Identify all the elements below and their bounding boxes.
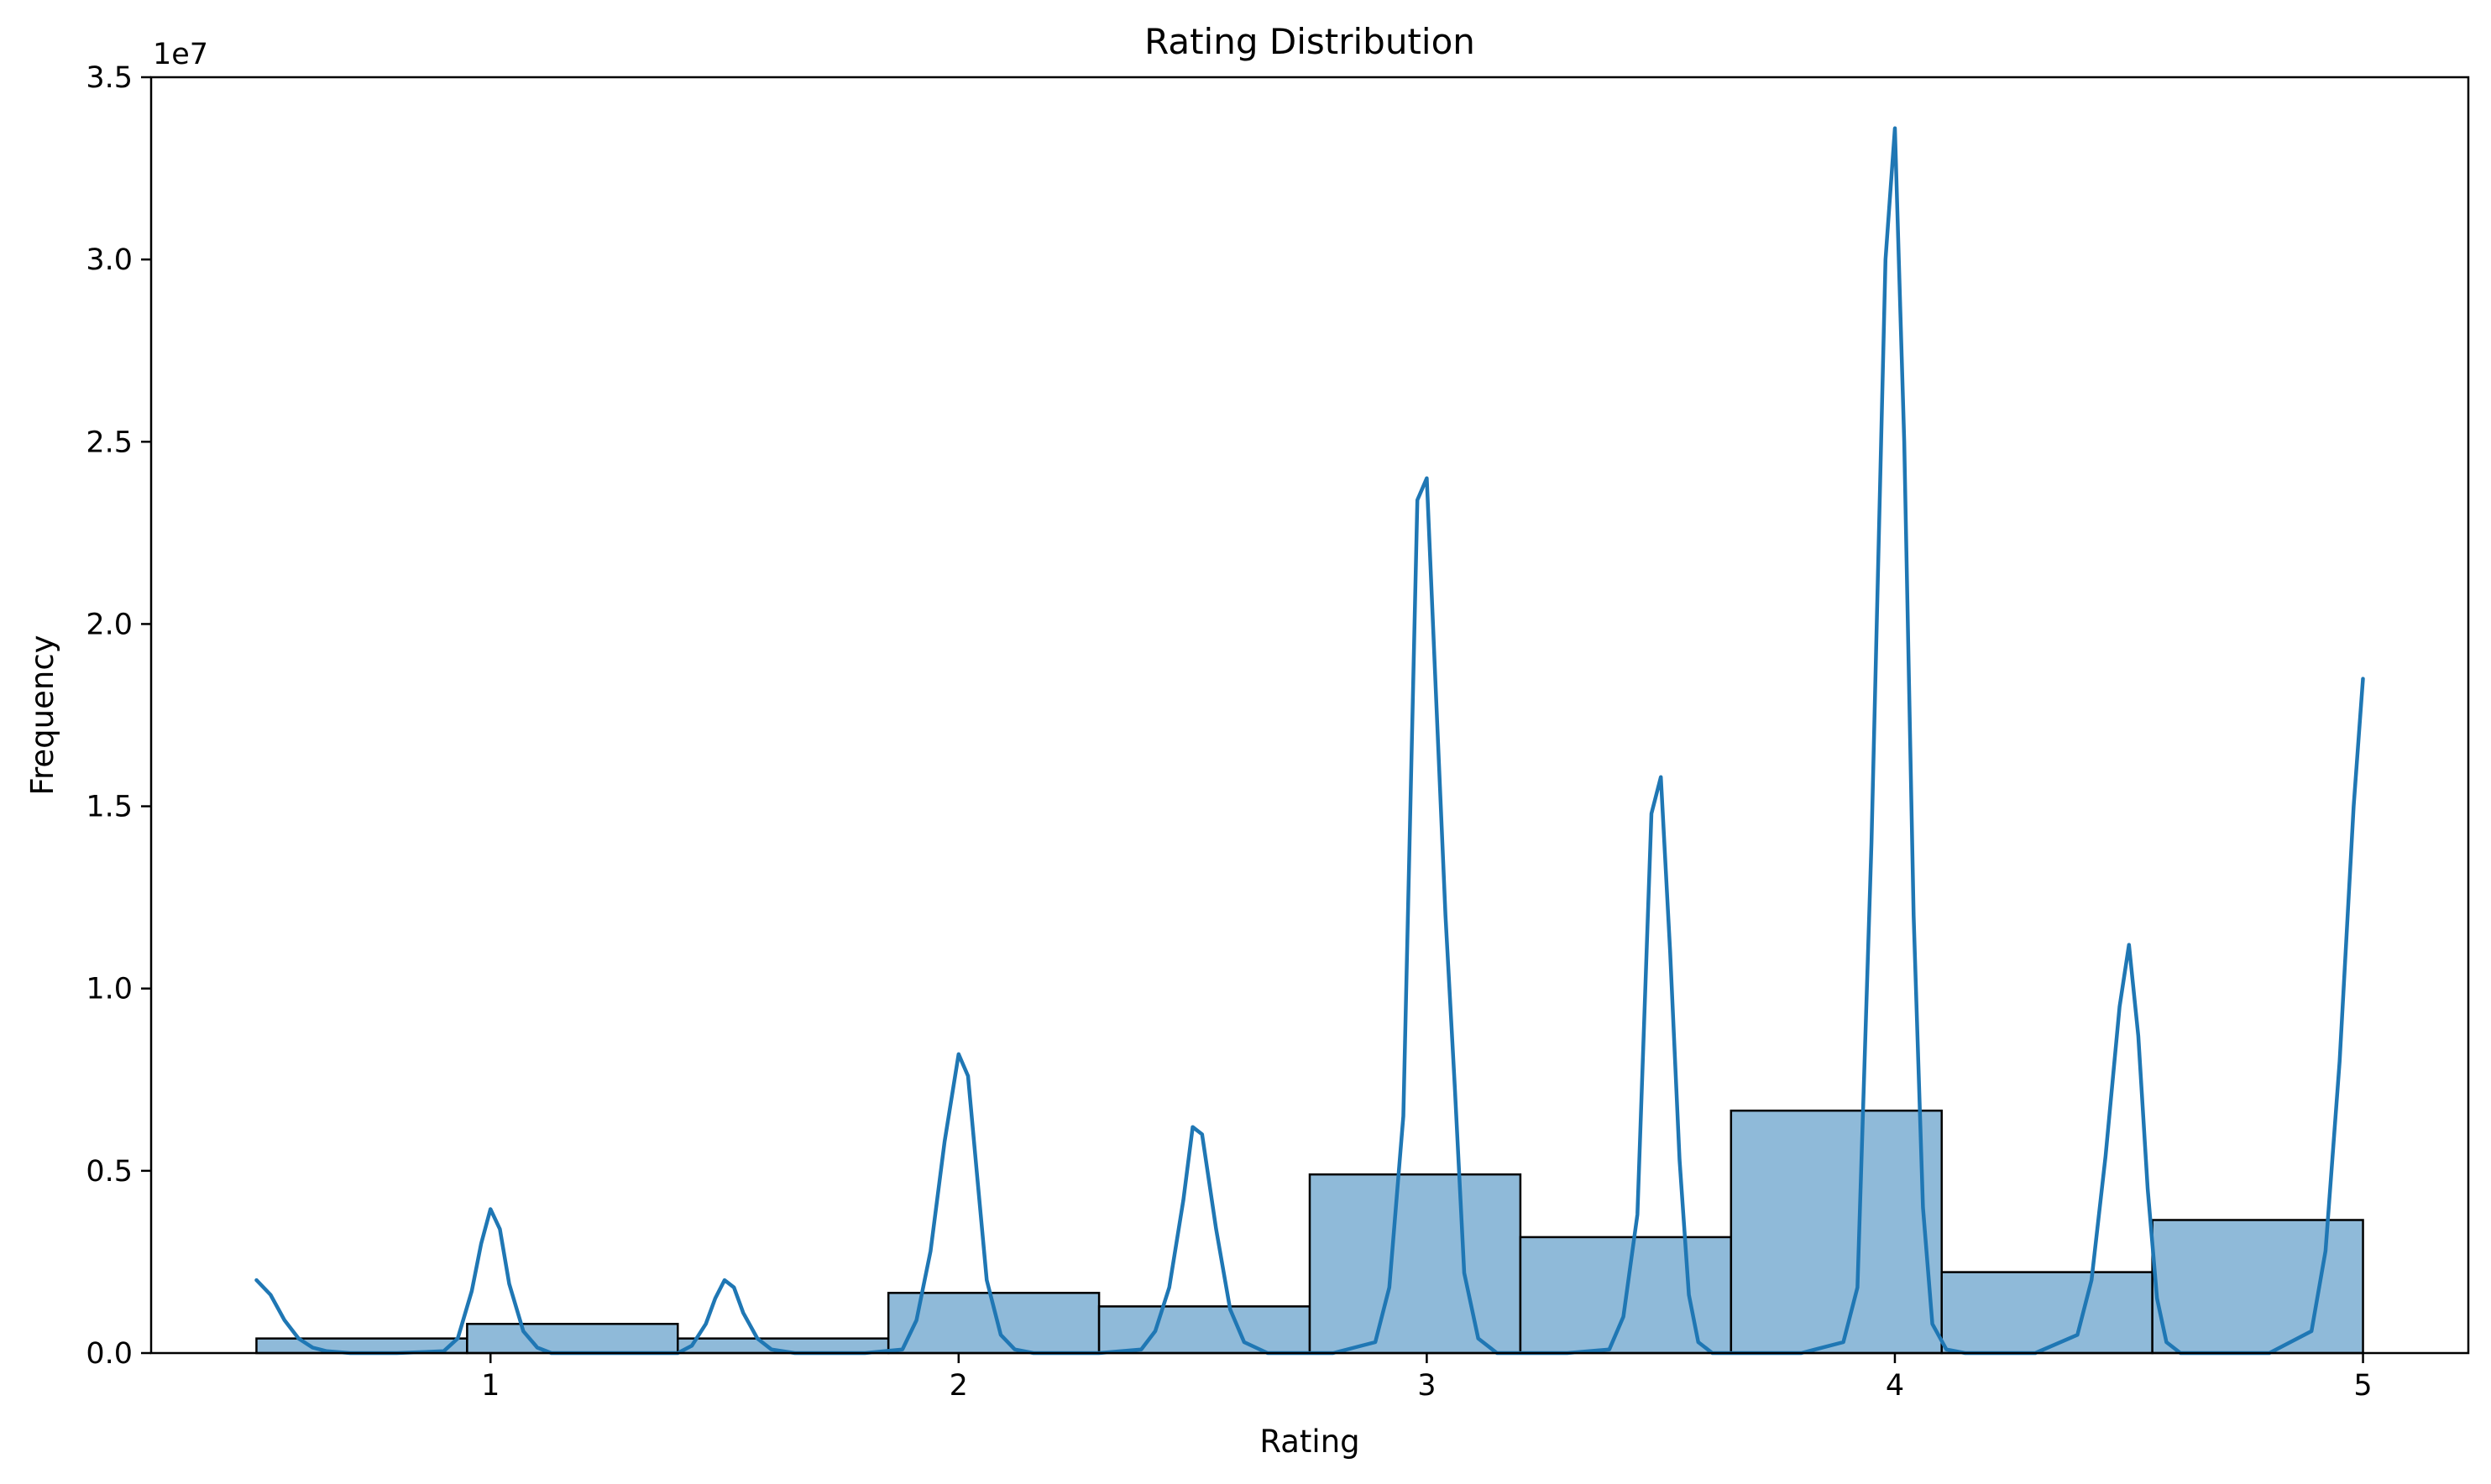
histogram-bars	[255, 1109, 2364, 1355]
y-tick-label: 1.5	[86, 791, 133, 824]
histogram-bar	[1308, 1173, 1522, 1355]
y-tick-label: 1.0	[86, 973, 133, 1006]
histogram-bar	[466, 1323, 679, 1355]
x-axis-ticks: 1 2 3 4 5	[481, 1353, 2373, 1403]
kde-line	[254, 126, 2365, 1356]
y-axis-ticks: 0.0 0.5 1.0 1.5 2.0 2.5 3.0 3.5	[86, 61, 151, 1371]
y-tick-label: 2.0	[86, 608, 133, 641]
x-tick-label: 4	[1886, 1369, 1904, 1403]
x-tick-label: 2	[950, 1369, 968, 1403]
y-tick-label: 0.5	[86, 1155, 133, 1189]
y-tick-label: 3.0	[86, 243, 133, 277]
x-tick-label: 5	[2353, 1369, 2372, 1403]
y-tick-label: 3.5	[86, 61, 133, 95]
y-axis-label: Frequency	[24, 635, 60, 795]
x-tick-label: 3	[1417, 1369, 1436, 1403]
chart-title: Rating Distribution	[1144, 21, 1475, 62]
y-axis-offset-label: 1e7	[153, 38, 208, 71]
kde-line-group	[254, 126, 2365, 1356]
plot-frame	[149, 76, 2470, 1355]
histogram-bar	[1730, 1109, 1943, 1355]
histogram-bar	[2151, 1219, 2364, 1355]
y-tick-label: 2.5	[86, 426, 133, 459]
y-tick-label: 0.0	[86, 1337, 133, 1371]
histogram-bar	[1940, 1271, 2153, 1355]
histogram-bar	[1097, 1305, 1311, 1355]
x-axis-label: Rating	[1259, 1424, 1359, 1460]
x-tick-label: 1	[481, 1369, 500, 1403]
